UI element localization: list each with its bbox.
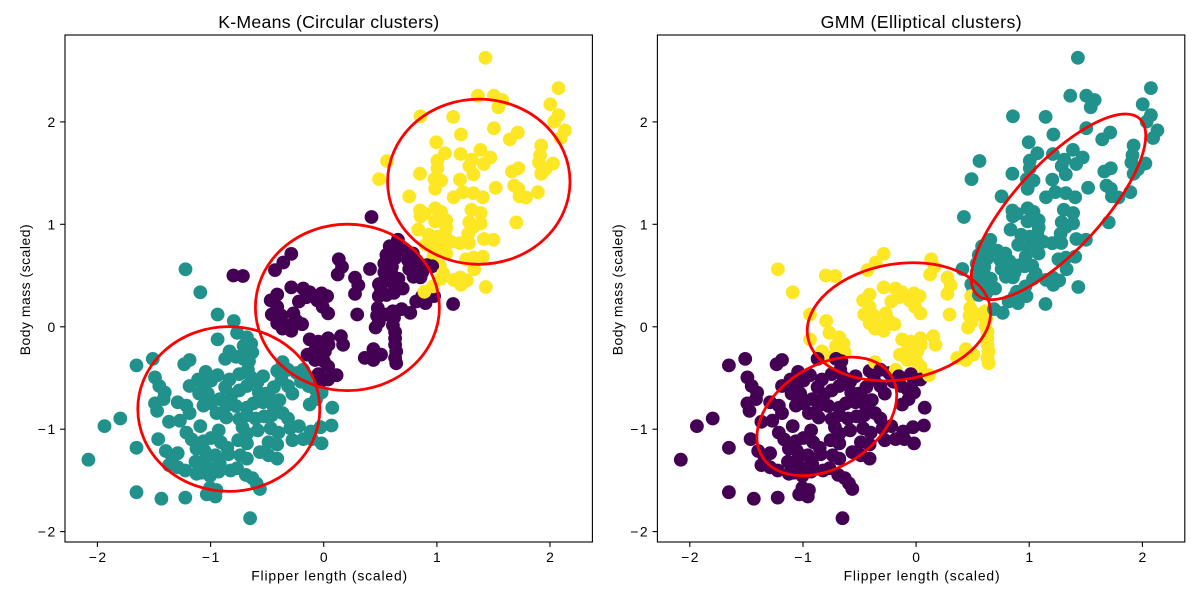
svg-text:Body mass (scaled): Body mass (scaled)	[609, 224, 625, 355]
svg-text:−2: −2	[630, 524, 648, 540]
svg-text:−1: −1	[38, 421, 56, 437]
svg-text:2: 2	[640, 114, 648, 130]
svg-text:−2: −2	[681, 549, 699, 565]
svg-text:0: 0	[912, 549, 920, 565]
svg-text:−2: −2	[38, 524, 56, 540]
svg-text:1: 1	[433, 549, 441, 565]
svg-text:2: 2	[546, 549, 554, 565]
svg-text:2: 2	[1139, 549, 1147, 565]
svg-text:2: 2	[47, 114, 55, 130]
svg-text:Body mass (scaled): Body mass (scaled)	[17, 224, 33, 355]
svg-text:−1: −1	[202, 549, 220, 565]
svg-text:1: 1	[1025, 549, 1033, 565]
svg-text:0: 0	[640, 319, 648, 335]
svg-text:−1: −1	[794, 549, 812, 565]
svg-text:−2: −2	[89, 549, 107, 565]
svg-text:Flipper length (scaled): Flipper length (scaled)	[251, 568, 407, 584]
svg-text:K-Means (Circular clusters): K-Means (Circular clusters)	[218, 12, 439, 32]
svg-text:1: 1	[47, 216, 55, 232]
svg-text:GMM (Elliptical clusters): GMM (Elliptical clusters)	[821, 12, 1022, 32]
svg-text:0: 0	[320, 549, 328, 565]
svg-text:−1: −1	[630, 421, 648, 437]
svg-text:0: 0	[47, 319, 55, 335]
svg-text:1: 1	[640, 216, 648, 232]
svg-text:Flipper length (scaled): Flipper length (scaled)	[844, 568, 1000, 584]
